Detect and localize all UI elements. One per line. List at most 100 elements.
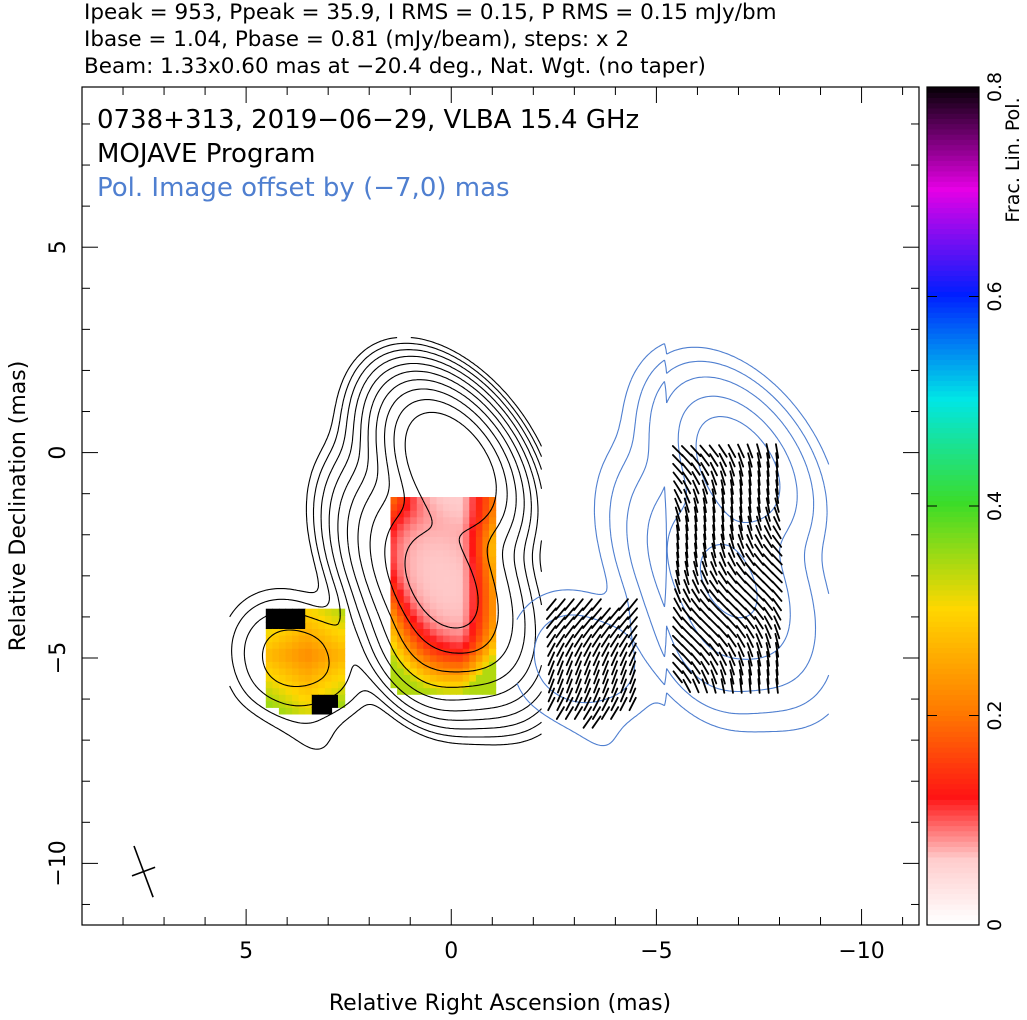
- evpa-vector-57: [584, 660, 591, 676]
- evpa-vector-269: [717, 607, 729, 620]
- evpa-vector-67: [592, 696, 601, 712]
- evpa-vector-394: [756, 452, 762, 468]
- evpa-vector-63: [582, 607, 593, 620]
- evpa-vector-431: [772, 606, 782, 621]
- evpa-vector-290: [728, 660, 735, 676]
- evpa-vector-84: [602, 660, 609, 676]
- evpa-vector-292: [727, 642, 737, 657]
- evpa-vector-251: [712, 524, 716, 541]
- evpa-vector-261: [720, 678, 726, 694]
- evpa-vector-35: [564, 616, 575, 629]
- evpa-vector-262: [720, 669, 726, 685]
- evpa-vector-155: [681, 661, 692, 675]
- evpa-vector-427: [775, 642, 780, 658]
- evpa-vector-13: [556, 696, 565, 712]
- evpa-vector-372: [756, 651, 762, 667]
- evpa-vector-449: [775, 443, 780, 459]
- evpa-vector-393: [757, 461, 761, 477]
- evpa-vector-187: [690, 616, 702, 629]
- evpa-vector-114: [618, 598, 629, 611]
- evpa-vector-184: [690, 643, 702, 656]
- intensity-contours: [229, 337, 543, 750]
- evpa-vector-116: [629, 687, 637, 703]
- evpa-vector-109: [619, 642, 628, 657]
- evpa-vector-145: [674, 506, 681, 522]
- evpa-vector-362: [748, 497, 752, 513]
- evpa-vector-268: [717, 616, 729, 629]
- evpa-vector-338: [738, 470, 743, 486]
- evpa-vector-22: [555, 616, 566, 629]
- evpa-vector-351: [744, 598, 756, 611]
- evpa-vector-204: [690, 462, 701, 476]
- evpa-vector-358: [746, 534, 754, 549]
- evpa-vector-253: [712, 506, 716, 523]
- evpa-vector-445: [775, 479, 779, 495]
- evpa-vector-272: [717, 580, 729, 593]
- evpa-vector-43: [575, 660, 582, 676]
- evpa-vector-0: [547, 696, 556, 712]
- evpa-vector-51: [582, 715, 593, 729]
- evpa-vector-306: [730, 515, 734, 532]
- evpa-vector-177: [681, 462, 692, 476]
- beam-ellipse: [131, 845, 156, 898]
- evpa-vector-342: [748, 678, 752, 694]
- evpa-vector-154: [682, 670, 692, 684]
- evpa-vector-379: [753, 589, 765, 602]
- evpa-vector-422: [765, 443, 771, 459]
- evpa-vector-384: [754, 543, 764, 558]
- evpa-vector-40: [574, 687, 583, 703]
- evpa-vector-74: [591, 634, 602, 648]
- evpa-vector-406: [762, 589, 774, 602]
- evpa-vector-437: [771, 553, 783, 566]
- evpa-vector-117: [629, 678, 636, 694]
- evpa-vector-8: [546, 625, 557, 639]
- header-line-2: Ibase = 1.04, Pbase = 0.81 (mJy/beam), s…: [84, 27, 630, 52]
- evpa-vector-85: [601, 651, 610, 667]
- evpa-vector-209: [700, 660, 710, 675]
- evpa-vector-203: [691, 471, 701, 486]
- evpa-vector-349: [744, 616, 755, 630]
- evpa-vector-413: [763, 525, 773, 540]
- evpa-vector-50: [573, 598, 584, 611]
- evpa-vector-246: [709, 570, 719, 585]
- evpa-vector-106: [620, 669, 627, 685]
- evpa-vector-429: [773, 624, 781, 640]
- evpa-vector-92: [610, 696, 619, 712]
- evpa-vector-212: [699, 634, 711, 647]
- evpa-vector-48: [573, 616, 584, 629]
- evpa-vector-266: [717, 634, 729, 648]
- evpa-vector-137: [674, 579, 681, 595]
- evpa-vector-344: [747, 660, 753, 676]
- evpa-vector-173: [683, 497, 690, 513]
- evpa-vector-148: [673, 480, 683, 494]
- evpa-vector-223: [703, 533, 707, 550]
- evpa-vector-19: [556, 642, 565, 657]
- evpa-vector-287: [718, 444, 728, 458]
- evpa-vector-31: [565, 651, 574, 667]
- evpa-vector-176: [682, 471, 692, 485]
- evpa-vector-354: [744, 571, 756, 584]
- evpa-vector-49: [573, 607, 584, 620]
- evpa-vector-426: [775, 651, 779, 667]
- evpa-vector-337: [739, 479, 743, 495]
- evpa-vector-138: [675, 569, 681, 586]
- colorbar-tick-label: 0.6: [984, 281, 1006, 311]
- evpa-vector-356: [745, 552, 755, 566]
- evpa-vector-242: [708, 607, 720, 620]
- evpa-vector-234: [711, 678, 717, 694]
- evpa-vector-420: [766, 461, 770, 477]
- axis-ticks: 5 0 −5 −10 5 0 −5 −10: [46, 87, 919, 964]
- evpa-vector-28: [566, 678, 573, 694]
- evpa-vector-328: [735, 561, 746, 575]
- evpa-vector-178: [681, 453, 693, 467]
- evpa-vector-120: [628, 651, 637, 667]
- evpa-vector-410: [762, 553, 774, 566]
- evpa-vector-239: [708, 634, 720, 647]
- evpa-vector-441: [773, 516, 781, 531]
- evpa-vectors: [546, 443, 783, 729]
- evpa-vector-214: [699, 616, 711, 629]
- evpa-vector-399: [766, 651, 770, 667]
- evpa-vector-53: [583, 696, 592, 712]
- evpa-vector-150: [672, 462, 684, 476]
- evpa-vector-3: [548, 669, 555, 685]
